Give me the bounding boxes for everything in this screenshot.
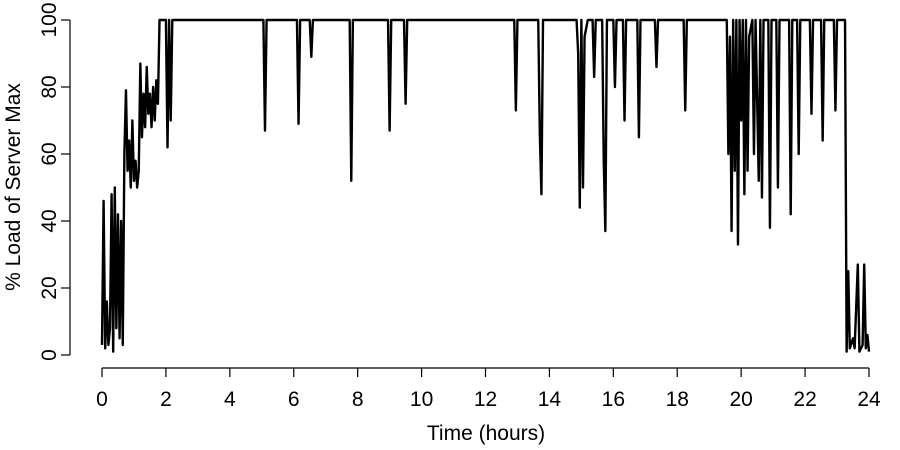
x-tick-label: 0: [96, 388, 108, 411]
x-tick-label: 6: [288, 388, 300, 411]
x-tick-label: 10: [410, 388, 433, 411]
x-tick-label: 16: [602, 388, 625, 411]
y-tick-label: 80: [38, 75, 61, 98]
data-line: [100, 18, 871, 353]
x-tick-label: 18: [666, 388, 689, 411]
y-tick-label: 60: [38, 142, 61, 165]
x-tick-label: 22: [793, 388, 816, 411]
y-tick-label: 40: [38, 209, 61, 232]
x-axis-label: Time (hours): [427, 422, 545, 445]
y-tick-label: 100: [38, 2, 61, 37]
y-axis-label: % Load of Server Max: [2, 83, 25, 291]
x-tick-label: 20: [729, 388, 752, 411]
y-tick-label: 0: [38, 349, 61, 361]
x-tick-label: 2: [160, 388, 172, 411]
x-tick-label: 24: [857, 388, 881, 411]
x-tick-label: 14: [538, 388, 562, 411]
y-tick-label: 20: [38, 276, 61, 299]
x-tick-label: 8: [352, 388, 364, 411]
x-tick-label: 12: [474, 388, 497, 411]
x-tick-label: 4: [224, 388, 236, 411]
